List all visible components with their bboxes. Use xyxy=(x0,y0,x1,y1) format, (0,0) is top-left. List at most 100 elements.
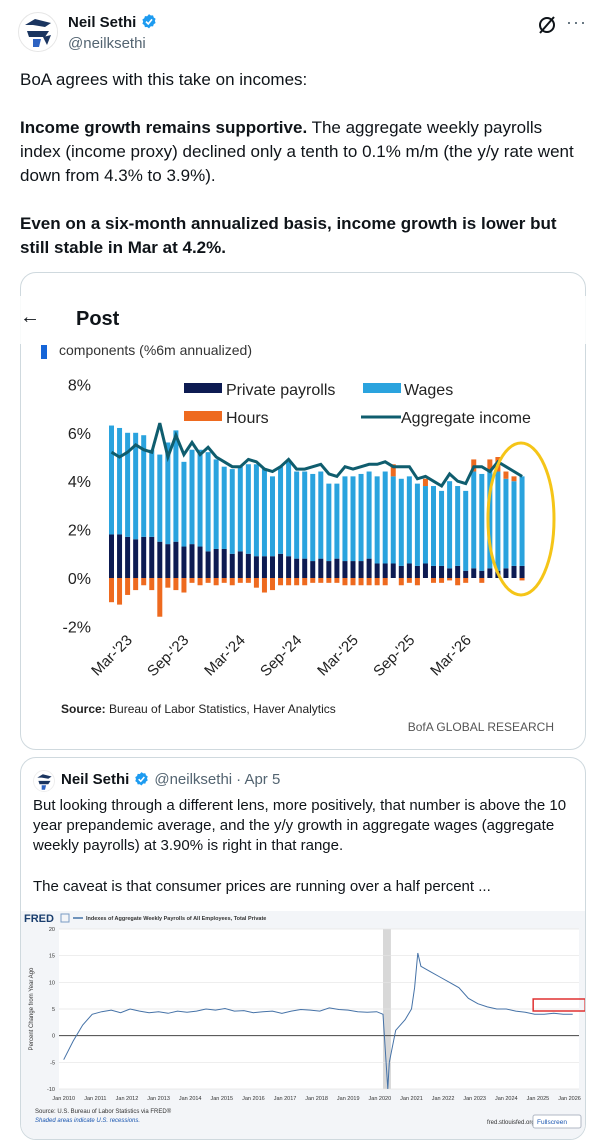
bar-wages xyxy=(503,478,509,569)
bar-payrolls xyxy=(117,534,123,578)
author-name[interactable]: Neil Sethi xyxy=(68,13,158,31)
bar-wages xyxy=(173,430,179,542)
fred-x-tick: Jan 2020 xyxy=(369,1096,392,1102)
y-tick-label: -2% xyxy=(63,619,91,636)
bar-payrolls xyxy=(334,558,340,578)
bar-payrolls xyxy=(302,558,308,578)
bar-wages xyxy=(189,449,195,545)
fred-y-tick: 0 xyxy=(52,1034,55,1040)
credit-label: BofA GLOBAL RESEARCH xyxy=(408,720,554,734)
bar-hours xyxy=(237,578,243,583)
quote-time[interactable]: · Apr 5 xyxy=(236,771,281,788)
bar-hours xyxy=(141,578,147,586)
chart-image-card[interactable]: components (%6m annualized) 8% 6% 4% 2% 0% -2… xyxy=(20,272,586,750)
bar-payrolls xyxy=(463,570,469,578)
bar-hours xyxy=(487,459,493,472)
bar-payrolls xyxy=(471,568,477,578)
quote-avatar[interactable] xyxy=(33,770,55,792)
post-text-rest: The aggregate weekly payrolls index (inc… xyxy=(20,118,574,185)
fullscreen-button[interactable] xyxy=(532,1114,582,1129)
highlight-circle xyxy=(486,441,556,597)
back-arrow-icon[interactable]: ← xyxy=(20,306,40,328)
y-tick-label: 8% xyxy=(68,377,91,394)
author-handle[interactable]: @neilksethi xyxy=(68,35,146,52)
bar-wages xyxy=(334,483,340,559)
bar-hours xyxy=(342,578,348,586)
bar-wages xyxy=(398,478,404,566)
bar-wages xyxy=(382,471,388,564)
bar-hours xyxy=(286,578,292,586)
bar-payrolls xyxy=(350,561,356,578)
post-text-bold: Income growth remains supportive. xyxy=(20,118,308,137)
quote-text-2: The caveat is that consumer prices are r… xyxy=(33,878,491,895)
bar-wages xyxy=(237,466,243,552)
bar-wages xyxy=(109,425,114,535)
fred-y-tick: -5 xyxy=(50,1060,55,1066)
bar-hours xyxy=(503,471,509,479)
bar-wages xyxy=(229,469,235,554)
bar-payrolls xyxy=(221,548,227,578)
bar-hours xyxy=(511,476,517,482)
fred-x-tick: Jan 2010 xyxy=(52,1096,75,1102)
bar-wages xyxy=(471,471,477,569)
bar-hours xyxy=(133,578,139,591)
bofa-chart: components (%6m annualized) 8% 6% 4% 2% 0% -2… xyxy=(41,342,556,734)
y-tick-label: 4% xyxy=(68,474,91,491)
bar-wages xyxy=(374,476,380,564)
author-avatar[interactable] xyxy=(18,12,58,52)
bar-wages xyxy=(366,471,372,559)
bar-hours xyxy=(318,578,324,583)
legend-label-wages: Wages xyxy=(404,382,453,399)
fred-x-tick: Jan 2025 xyxy=(527,1096,550,1102)
bar-wages xyxy=(213,459,219,549)
fred-y-tick: 10 xyxy=(49,980,55,986)
fred-series-line xyxy=(63,952,573,1090)
verified-badge-icon xyxy=(142,14,156,29)
bar-wages xyxy=(447,481,453,569)
post-header-title: Post xyxy=(76,308,120,330)
fred-x-tick: Jan 2012 xyxy=(116,1096,139,1102)
bar-hours xyxy=(173,578,179,591)
bar-payrolls xyxy=(422,563,428,578)
bar-wages xyxy=(245,464,251,554)
fred-source: Source: U.S. Bureau of Labor Statistics … xyxy=(35,1108,172,1115)
bar-payrolls xyxy=(519,565,525,578)
bar-wages xyxy=(342,476,348,562)
bar-payrolls xyxy=(197,546,203,578)
bar-wages xyxy=(205,452,211,552)
fullscreen-label[interactable]: Fullscreen xyxy=(537,1119,567,1126)
bar-hours xyxy=(213,578,219,586)
bar-hours xyxy=(366,578,372,586)
bar-wages xyxy=(261,469,267,557)
fred-x-tick: Jan 2019 xyxy=(337,1096,360,1102)
more-options-icon[interactable]: ··· xyxy=(566,12,587,32)
bar-wages xyxy=(286,461,292,557)
fred-ylabel: Percent Change from Year Ago xyxy=(29,967,35,1050)
bar-wages xyxy=(310,473,316,562)
grok-icon[interactable] xyxy=(536,14,558,36)
x-tick-label: Mar-'24 xyxy=(201,632,249,680)
bar-hours xyxy=(109,578,114,603)
bar-wages xyxy=(117,427,123,535)
bar-payrolls xyxy=(253,556,259,578)
bar-hours xyxy=(406,578,412,583)
bar-hours xyxy=(398,578,404,586)
quote-handle[interactable]: @neilksethi xyxy=(154,771,233,788)
bar-wages xyxy=(463,490,469,571)
bar-wages xyxy=(133,432,139,540)
post-text-paragraph2: Income growth remains supportive. The ag… xyxy=(20,116,580,188)
bar-wages xyxy=(326,483,332,562)
quoted-post[interactable]: Neil Sethi @neilksethi · Apr 5 But looki… xyxy=(20,757,586,1140)
bar-wages xyxy=(390,476,396,564)
title-accent-bar xyxy=(41,345,47,359)
author-name-text[interactable]: Neil Sethi xyxy=(68,13,137,31)
fred-note: Shaded areas indicate U.S. recessions. xyxy=(35,1118,140,1124)
fred-y-tick: 20 xyxy=(49,927,55,933)
bar-hours xyxy=(350,578,356,586)
bar-payrolls xyxy=(270,556,275,578)
x-tick-label: Sep-'25 xyxy=(370,632,418,680)
legend-label-hours: Hours xyxy=(226,410,269,427)
x-tick-label: Mar-'26 xyxy=(427,632,475,680)
quote-author-name[interactable]: Neil Sethi xyxy=(61,771,130,788)
bar-payrolls xyxy=(310,561,316,578)
